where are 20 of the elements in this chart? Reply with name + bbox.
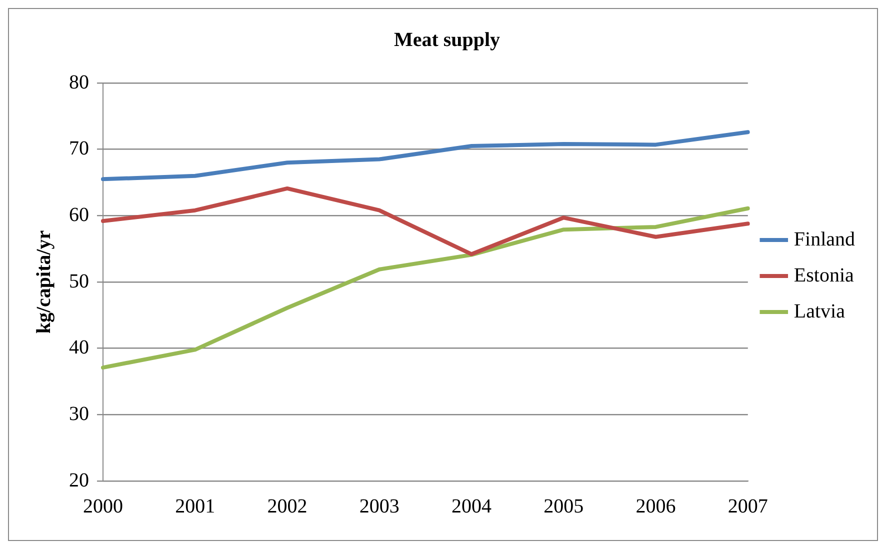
x-tick-label: 2003 [359, 495, 400, 518]
chart-title: Meat supply [394, 29, 500, 52]
legend-label: Latvia [794, 300, 846, 322]
x-tick-label: 2002 [267, 495, 308, 518]
y-tick-label: 70 [69, 138, 89, 160]
legend-label: Estonia [794, 264, 854, 286]
y-tick-label: 50 [69, 270, 89, 292]
y-tick-label: 60 [69, 204, 89, 226]
y-tick-label: 20 [69, 469, 89, 492]
legend-label: Finland [794, 228, 856, 250]
y-axis-title: kg/capita/yr [33, 230, 56, 334]
x-tick-label: 2004 [452, 495, 492, 518]
x-tick-label: 2005 [544, 495, 584, 518]
x-tick-label: 2001 [175, 495, 216, 518]
x-tick-label: 2000 [83, 495, 123, 518]
y-tick-label: 30 [69, 402, 89, 425]
y-tick-label: 80 [69, 71, 89, 94]
y-tick-label: 40 [69, 336, 89, 359]
x-tick-label: 2006 [636, 495, 676, 518]
x-tick-label: 2007 [728, 495, 768, 518]
